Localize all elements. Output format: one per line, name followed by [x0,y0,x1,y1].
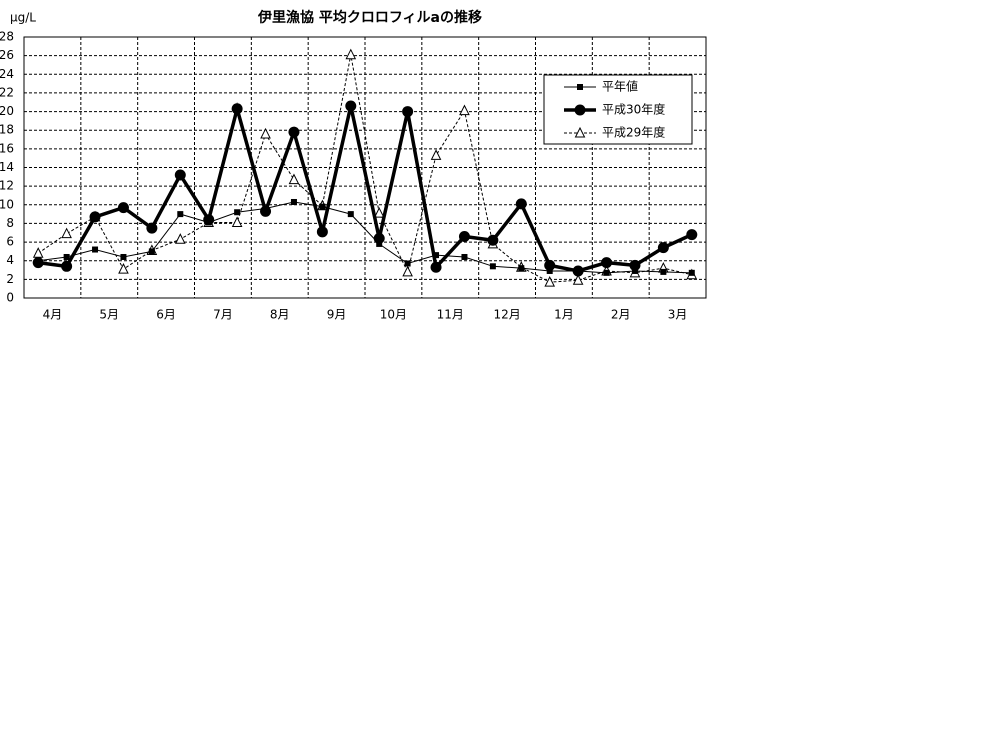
marker-circle [117,202,129,214]
y-tick-label: 4 [6,253,14,267]
marker-circle [544,259,556,271]
marker-square [120,253,127,260]
marker-circle [373,232,385,244]
marker-circle [316,226,328,238]
marker-square [518,265,525,272]
marker-square [290,198,297,205]
marker-circle [601,257,613,269]
y-tick-label: 10 [0,197,14,211]
y-tick-label: 18 [0,123,14,137]
legend-label: 平成29年度 [602,125,665,140]
marker-triangle [118,262,129,274]
marker-triangle [459,104,470,116]
marker-circle [515,198,527,210]
x-tick-label: 12月 [493,308,520,322]
marker-circle [288,126,300,138]
marker-triangle [544,276,556,287]
marker-circle [686,229,698,241]
y-tick-label: 2 [6,272,14,286]
y-tick-label: 24 [0,67,14,81]
marker-square [461,253,468,260]
marker-circle [487,234,499,246]
marker-circle [402,106,414,118]
marker-circle [345,100,357,112]
x-tick-label: 2月 [611,308,631,322]
marker-circle [430,261,442,273]
marker-square [177,211,184,218]
marker-triangle [231,216,243,227]
y-tick-label: 16 [0,141,14,155]
marker-square [148,248,155,255]
y-tick-label: 20 [0,104,14,118]
x-tick-label: 4月 [43,308,63,322]
marker-circle [260,205,272,217]
x-tick-label: 11月 [437,308,464,322]
x-tick-label: 7月 [213,308,233,322]
marker-triangle [572,274,584,285]
marker-square [577,84,583,90]
marker-circle [657,242,669,254]
marker-square [660,268,667,275]
x-tick-label: 6月 [156,308,176,322]
marker-circle [61,260,73,272]
y-tick-label: 22 [0,85,14,99]
marker-circle [89,211,101,223]
marker-circle [146,222,158,234]
chart-title: 伊里漁協 平均クロロフィルaの推移 [257,9,482,26]
x-tick-label: 10月 [380,308,407,322]
marker-circle [572,265,584,277]
marker-triangle [61,227,72,239]
marker-triangle [402,265,413,277]
marker-square [688,269,695,276]
marker-circle [32,257,44,269]
marker-circle [458,230,470,242]
marker-square [489,263,496,270]
y-axis-label: μg/L [10,11,36,25]
marker-circle [574,104,586,116]
marker-triangle [288,173,300,185]
marker-triangle [260,127,271,139]
x-tick-label: 3月 [668,308,688,322]
plot-frame [23,36,707,299]
y-tick-label: 14 [0,160,14,174]
marker-square [404,260,411,267]
marker-square [63,253,70,260]
y-tick-label: 12 [0,179,14,193]
marker-circle [203,214,215,226]
x-tick-label: 1月 [554,308,574,322]
legend-label: 平年値 [602,79,638,94]
y-tick-label: 8 [6,216,14,230]
marker-triangle [574,126,586,138]
x-tick-label: 8月 [270,308,290,322]
marker-triangle [373,207,385,218]
y-tick-label: 26 [0,48,14,62]
marker-circle [174,169,186,181]
marker-square [376,240,383,247]
x-tick-label: 9月 [327,308,347,322]
marker-square [631,267,638,274]
marker-triangle [174,233,186,244]
marker-square [546,267,553,274]
y-tick-label: 6 [6,235,14,249]
marker-square [234,209,241,216]
marker-square [319,203,326,210]
marker-square [92,246,99,253]
marker-square [347,211,354,218]
y-tick-label: 28 [0,30,14,44]
marker-square [433,252,440,259]
marker-circle [231,103,243,115]
marker-square [603,269,610,276]
marker-triangle [430,149,442,160]
x-tick-label: 5月 [99,308,119,322]
y-tick-label: 0 [6,291,14,305]
legend-label: 平成30年度 [602,102,665,117]
marker-triangle [345,48,357,60]
series-line [37,54,692,283]
marker-circle [629,259,641,271]
